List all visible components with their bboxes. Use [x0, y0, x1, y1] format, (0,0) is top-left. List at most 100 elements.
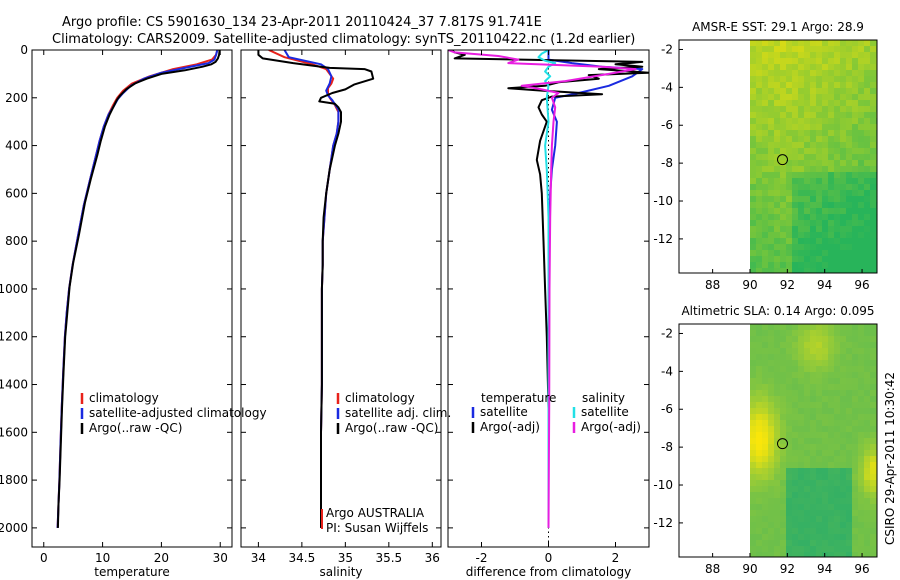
heatmap-cell	[786, 552, 793, 558]
heatmap-cell	[774, 432, 781, 439]
heatmap-cell	[762, 226, 769, 233]
heatmap-cell	[846, 534, 853, 541]
heatmap-cell	[816, 546, 823, 553]
heatmap-cell	[834, 480, 841, 487]
heatmap-cell	[840, 196, 847, 203]
heatmap-cell	[786, 124, 793, 131]
heatmap-cell	[858, 402, 865, 409]
heatmap-cell	[798, 378, 805, 385]
heatmap-cell	[834, 70, 841, 77]
heatmap-cell	[840, 366, 847, 373]
heatmap-cell	[810, 148, 817, 155]
heatmap-cell	[834, 250, 841, 257]
heatmap-cell	[864, 534, 871, 541]
heatmap-cell	[822, 166, 829, 173]
heatmap-cell	[804, 142, 811, 149]
heatmap-cell	[828, 390, 835, 397]
heatmap-cell	[756, 450, 763, 457]
heatmap-cell	[750, 468, 757, 475]
map-frame	[678, 39, 878, 274]
heatmap-cell	[816, 450, 823, 457]
heatmap-cell	[786, 208, 793, 215]
heatmap-cell	[756, 390, 763, 397]
heatmap-cell	[774, 238, 781, 245]
heatmap-cell	[864, 354, 871, 361]
heatmap-cell	[786, 420, 793, 427]
heatmap-cell	[786, 46, 793, 53]
heatmap-cell	[828, 112, 835, 119]
heatmap-cell	[762, 82, 769, 89]
heatmap-cell	[768, 94, 775, 101]
heatmap-cell	[750, 390, 757, 397]
heatmap-cell	[762, 52, 769, 59]
heatmap-cell	[750, 154, 757, 161]
heatmap-cell	[822, 154, 829, 161]
heatmap-cell	[834, 450, 841, 457]
heatmap-cell	[762, 232, 769, 239]
heatmap-cell	[834, 510, 841, 517]
heatmap-cell	[804, 372, 811, 379]
heatmap-cell	[816, 522, 823, 529]
legend-label: Argo(-adj)	[581, 420, 641, 434]
heatmap-cell	[804, 40, 811, 47]
heatmap-cell	[834, 528, 841, 535]
heatmap-cell	[870, 166, 877, 173]
heatmap-cell	[780, 336, 787, 343]
heatmap-cell	[852, 154, 859, 161]
heatmap-cell	[852, 510, 859, 517]
heatmap-cell	[798, 360, 805, 367]
heatmap-cell	[864, 184, 871, 191]
heatmap-cell	[768, 444, 775, 451]
heatmap-cell	[846, 172, 853, 179]
heatmap-cell	[858, 480, 865, 487]
heatmap-cell	[750, 534, 757, 541]
heatmap-cell	[756, 202, 763, 209]
heatmap-cell	[786, 220, 793, 227]
heatmap-cell	[792, 390, 799, 397]
heatmap-cell	[798, 100, 805, 107]
heatmap-cell	[750, 348, 757, 355]
heatmap-cell	[756, 330, 763, 337]
heatmap-cell	[816, 226, 823, 233]
heatmap-cell	[792, 426, 799, 433]
heatmap-cell	[792, 112, 799, 119]
heatmap-cell	[858, 106, 865, 113]
heatmap-cell	[828, 256, 835, 263]
heatmap-cell	[870, 426, 877, 433]
heatmap-cell	[762, 196, 769, 203]
heatmap-cell	[840, 226, 847, 233]
heatmap-cell	[750, 46, 757, 53]
heatmap-cell	[858, 226, 865, 233]
heatmap-cell	[834, 214, 841, 221]
heatmap-cell	[792, 70, 799, 77]
heatmap-cell	[840, 202, 847, 209]
heatmap-cell	[864, 450, 871, 457]
heatmap-cell	[822, 214, 829, 221]
heatmap-cell	[846, 136, 853, 143]
heatmap-cell	[816, 178, 823, 185]
heatmap-cell	[852, 390, 859, 397]
heatmap-cell	[864, 160, 871, 167]
heatmap-cell	[870, 486, 877, 493]
heatmap-cell	[798, 220, 805, 227]
heatmap-cell	[852, 40, 859, 47]
heatmap-cell	[834, 330, 841, 337]
heatmap-cell	[858, 540, 865, 547]
heatmap-cell	[846, 498, 853, 505]
heatmap-cell	[750, 202, 757, 209]
heatmap-cell	[870, 130, 877, 137]
heatmap-cell	[822, 474, 829, 481]
heatmap-cell	[774, 420, 781, 427]
heatmap-cell	[792, 250, 799, 257]
heatmap-cell	[774, 372, 781, 379]
heatmap-cell	[870, 136, 877, 143]
heatmap-cell	[750, 522, 757, 529]
heatmap-cell	[750, 438, 757, 445]
heatmap-cell	[870, 142, 877, 149]
heatmap-cell	[780, 504, 787, 511]
heatmap-cell	[774, 354, 781, 361]
heatmap-cell	[804, 450, 811, 457]
heatmap-cell	[804, 166, 811, 173]
heatmap-cell	[840, 474, 847, 481]
heatmap-cell	[840, 94, 847, 101]
